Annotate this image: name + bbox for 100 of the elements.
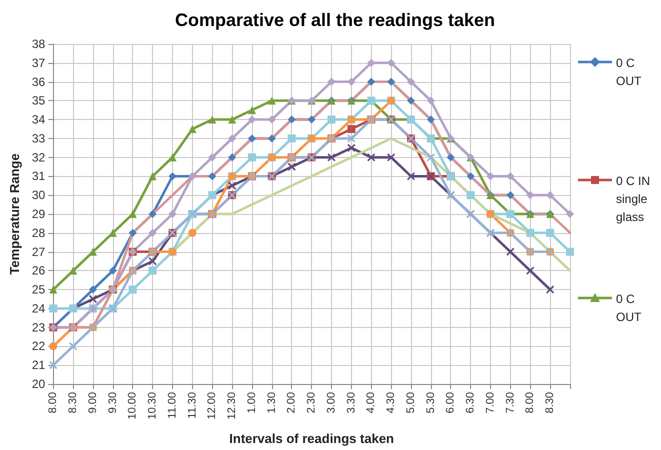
point [328,153,336,162]
point [506,191,514,200]
x-tick-label: 4.30 [385,392,398,414]
point [228,182,236,190]
point [347,144,356,152]
point [426,116,435,124]
point [387,153,396,162]
point [208,172,216,180]
point [248,116,256,124]
y-tick-label: 34 [32,112,46,127]
point [466,191,475,200]
point [506,248,514,256]
y-tick-label: 31 [32,169,46,184]
point [486,172,494,180]
point [128,286,137,294]
point [426,96,435,105]
point [148,228,157,237]
x-tick-label: 9.30 [106,392,119,414]
point [546,191,554,200]
point [546,228,554,237]
y-tick-label: 27 [32,244,46,259]
point [566,248,574,256]
x-tick-label: 1.00 [246,392,258,414]
x-tick-label: 6.00 [444,392,457,414]
point [407,96,415,105]
x-tick-label: 3.30 [345,392,358,414]
point [446,153,455,162]
x-tick-label: 6.30 [464,392,477,414]
x-tick-label: 11.00 [166,392,178,419]
point [367,78,376,86]
x-tick-label: 12.30 [226,392,238,420]
point [466,172,475,180]
point [328,116,336,124]
point [148,257,157,266]
x-tick-label: 3.00 [326,392,338,414]
point [308,116,316,124]
x-tick-label: 12.00 [206,392,218,420]
y-tick-label: 36 [32,74,46,89]
point [248,153,256,162]
legend-label: 0 C OUT [616,292,642,324]
x-tick-label: 8.30 [544,392,556,414]
point [188,228,196,237]
point [288,116,296,124]
chart-title: Comparative of all the readings taken [174,10,496,30]
x-tick-label: 2.00 [286,392,298,414]
x-tick-label: 5.00 [405,392,417,414]
y-tick-label: 26 [32,264,46,278]
point [148,210,157,218]
point [248,134,256,142]
point [328,78,336,86]
point [347,134,356,142]
point [208,153,216,162]
x-tick-label: 1.30 [266,392,278,414]
point [168,210,176,218]
point [407,172,415,180]
point [208,116,216,124]
point [526,191,534,200]
point [69,342,78,350]
point [268,134,276,142]
point [367,58,376,67]
point [546,286,554,294]
x-tick-label: 9.00 [87,392,99,414]
y-tick-label: 33 [32,131,46,146]
x-tick-label: 10.30 [146,392,159,420]
point [168,172,176,180]
point [89,295,97,303]
x-tick-label: 5.30 [424,392,437,414]
point [128,228,137,237]
point [228,153,236,162]
point [288,162,296,171]
x-tick-label: 8.30 [67,392,80,414]
y-tick-label: 20 [32,377,46,391]
point [108,266,117,275]
point [426,153,435,162]
x-tick-label: 7.00 [484,392,496,414]
y-tick-label: 35 [32,94,46,108]
point [347,125,356,133]
point [49,342,58,350]
x-tick-label: 4.00 [365,392,378,414]
point [188,125,196,133]
y-tick-label: 38 [32,37,46,51]
y-tick-label: 30 [32,188,46,202]
x-tick-label: 8.00 [524,392,536,414]
point [248,106,256,114]
point [387,78,396,86]
y-tick-label: 25 [32,282,46,297]
point [407,78,415,86]
y-tick-label: 28 [32,226,46,240]
y-tick-label: 24 [32,301,46,316]
point [367,153,376,162]
point [49,286,58,294]
y-tick-label: 37 [32,56,46,70]
y-tick-label: 23 [32,320,46,334]
point [49,304,58,312]
point [148,172,157,180]
x-tick-label: 7.30 [504,392,516,414]
point [228,134,236,142]
x-tick-label: 2.30 [306,392,318,414]
point [526,228,534,237]
point [228,116,236,124]
